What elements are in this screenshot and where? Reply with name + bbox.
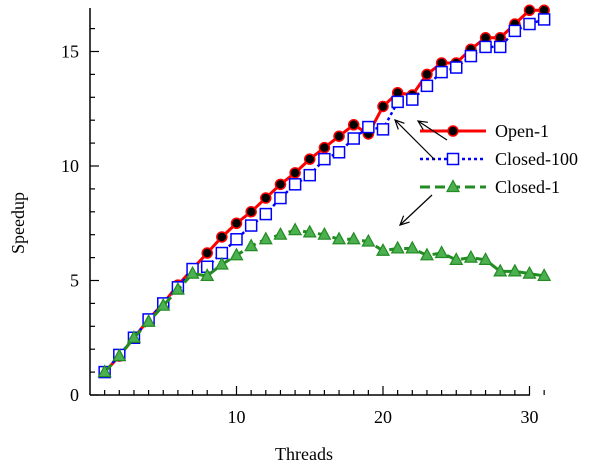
data-point	[156, 297, 171, 311]
data-point	[463, 249, 478, 263]
data-point	[112, 348, 127, 362]
data-point	[273, 226, 288, 240]
data-point	[216, 231, 228, 243]
data-point	[214, 256, 229, 270]
y-tick-label: 0	[70, 385, 79, 405]
data-point	[464, 49, 478, 63]
legend-arrow-1	[417, 120, 448, 141]
data-point	[508, 24, 522, 38]
data-point	[434, 245, 449, 259]
data-point	[230, 233, 243, 246]
data-point	[376, 123, 390, 136]
legend-arrow-3	[399, 194, 433, 226]
data-point	[405, 240, 420, 254]
data-point	[420, 79, 434, 93]
data-point	[201, 247, 213, 259]
data-point	[288, 222, 303, 236]
data-point	[435, 65, 448, 79]
legend: Open-1 Closed-100 Closed-1	[394, 119, 578, 226]
y-tick-label: 5	[70, 271, 79, 291]
legend-label: Closed-100	[495, 149, 578, 169]
data-point	[479, 40, 492, 54]
data-point	[375, 242, 391, 256]
data-point	[377, 100, 389, 113]
data-point	[391, 95, 404, 109]
data-point	[522, 265, 537, 279]
data-point	[478, 252, 493, 265]
data-point	[493, 40, 507, 54]
legend-arrow-1-head	[416, 120, 428, 130]
data-point	[245, 206, 257, 218]
data-point	[318, 152, 331, 166]
legend-label: Closed-1	[495, 177, 560, 197]
data-point	[347, 132, 360, 145]
series-layer	[97, 4, 552, 379]
y-tick-label: 15	[61, 42, 79, 62]
data-point	[274, 178, 287, 191]
data-point	[302, 224, 317, 238]
x-tick-label: 10	[228, 407, 246, 427]
data-point	[185, 265, 200, 279]
data-point	[230, 217, 243, 229]
data-point	[317, 226, 332, 240]
data-point	[332, 146, 346, 159]
data-point	[303, 168, 316, 182]
series-line	[103, 8, 545, 374]
data-point	[258, 231, 273, 245]
legend-marker	[445, 179, 461, 193]
data-point	[304, 153, 316, 165]
data-point	[419, 247, 434, 261]
data-point	[523, 4, 536, 17]
data-point	[288, 178, 302, 191]
data-point	[537, 13, 551, 26]
legend-label: Open-1	[495, 121, 549, 141]
y-tick-label: 10	[61, 156, 79, 176]
data-point	[318, 141, 331, 154]
data-point	[421, 68, 433, 81]
y-axis-label: Speedup	[8, 192, 28, 254]
data-point	[362, 120, 375, 134]
data-point	[244, 238, 259, 252]
data-point	[523, 17, 536, 31]
data-point	[289, 167, 301, 179]
data-point	[333, 130, 345, 142]
series-closed-1	[97, 222, 552, 378]
axes: 10 20 30 0 5 10 15	[61, 8, 545, 427]
data-point	[274, 191, 287, 205]
data-point	[507, 263, 522, 277]
data-point	[97, 364, 112, 378]
data-point	[126, 329, 141, 343]
data-point	[200, 268, 215, 282]
legend-marker	[447, 125, 459, 137]
data-point	[229, 247, 244, 261]
series-line	[103, 18, 545, 373]
data-point	[406, 93, 419, 106]
x-tick-label: 30	[521, 407, 539, 427]
data-point	[170, 281, 185, 295]
legend-marker	[446, 152, 460, 166]
x-tick-label: 20	[374, 407, 392, 427]
data-point	[537, 268, 552, 282]
data-point	[390, 240, 405, 254]
data-point	[450, 61, 463, 74]
series-closed-100	[98, 13, 551, 379]
data-point	[346, 231, 361, 245]
data-point	[449, 252, 464, 265]
legend-arrow-2	[394, 119, 436, 161]
data-point	[332, 231, 347, 245]
series-open-1	[98, 4, 550, 378]
data-point	[141, 313, 156, 327]
legend-arrow-3-head	[398, 215, 410, 226]
data-point	[244, 219, 258, 232]
data-point	[260, 192, 272, 204]
data-point	[493, 263, 508, 277]
series-line	[103, 228, 545, 374]
x-axis-label: Threads	[275, 444, 333, 464]
legend-arrow-2-head	[394, 119, 405, 130]
data-point	[347, 119, 360, 131]
data-point	[259, 207, 273, 221]
data-point	[361, 233, 376, 247]
